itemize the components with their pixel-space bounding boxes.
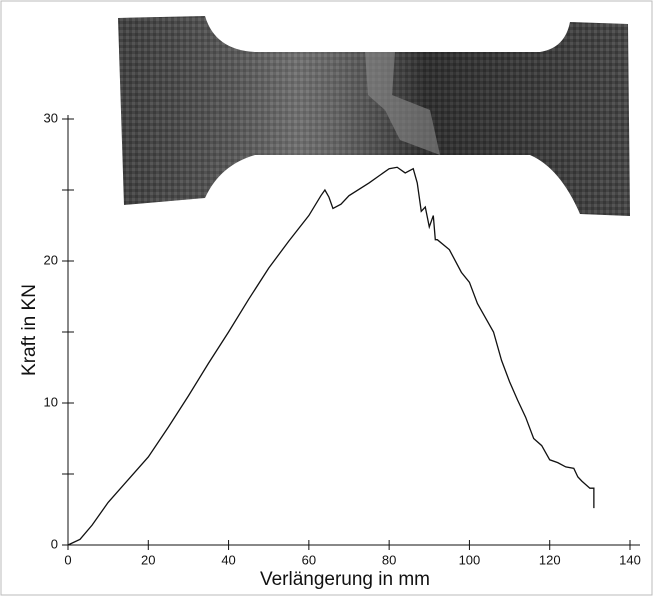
x-tick-label: 40: [221, 552, 235, 567]
x-tick-label: 20: [141, 552, 155, 567]
specimen-photo: [118, 16, 630, 216]
x-tick-label: 100: [459, 552, 481, 567]
x-tick-label: 120: [539, 552, 561, 567]
y-axis-title: Kraft in KN: [19, 284, 40, 376]
x-tick-label: 140: [619, 552, 641, 567]
x-tick-label: 0: [64, 552, 71, 567]
y-tick-label: 0: [51, 536, 58, 551]
data-line: [67, 166, 595, 546]
x-tick-label: 60: [302, 552, 316, 567]
y-tick-label: 10: [44, 394, 58, 409]
x-axis-title: Verlängerung in mm: [260, 569, 430, 590]
y-tick-label: 30: [44, 110, 58, 125]
y-tick-label: 20: [44, 252, 58, 267]
x-tick-label: 80: [382, 552, 396, 567]
